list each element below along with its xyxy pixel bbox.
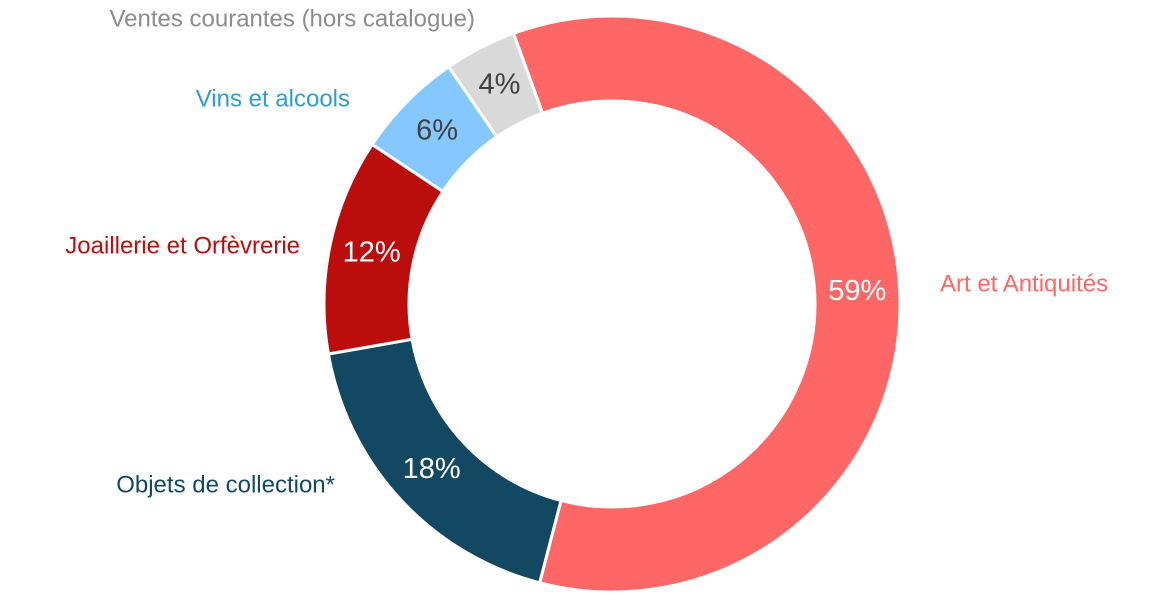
category-label: Objets de collection* (116, 471, 335, 498)
category-label: Ventes courantes (hors catalogue) (109, 5, 475, 32)
value-label: 6% (416, 114, 458, 146)
value-label: 4% (479, 68, 521, 100)
donut-slice (446, 31, 545, 139)
category-label: Joaillerie et Orfèvrerie (65, 232, 300, 259)
donut-slice (511, 14, 902, 594)
category-label: Vins et alcools (196, 85, 350, 112)
value-label: 59% (828, 275, 886, 307)
value-label: 12% (343, 236, 401, 268)
category-label: Art et Antiquités (940, 270, 1108, 297)
value-label: 18% (403, 453, 461, 485)
